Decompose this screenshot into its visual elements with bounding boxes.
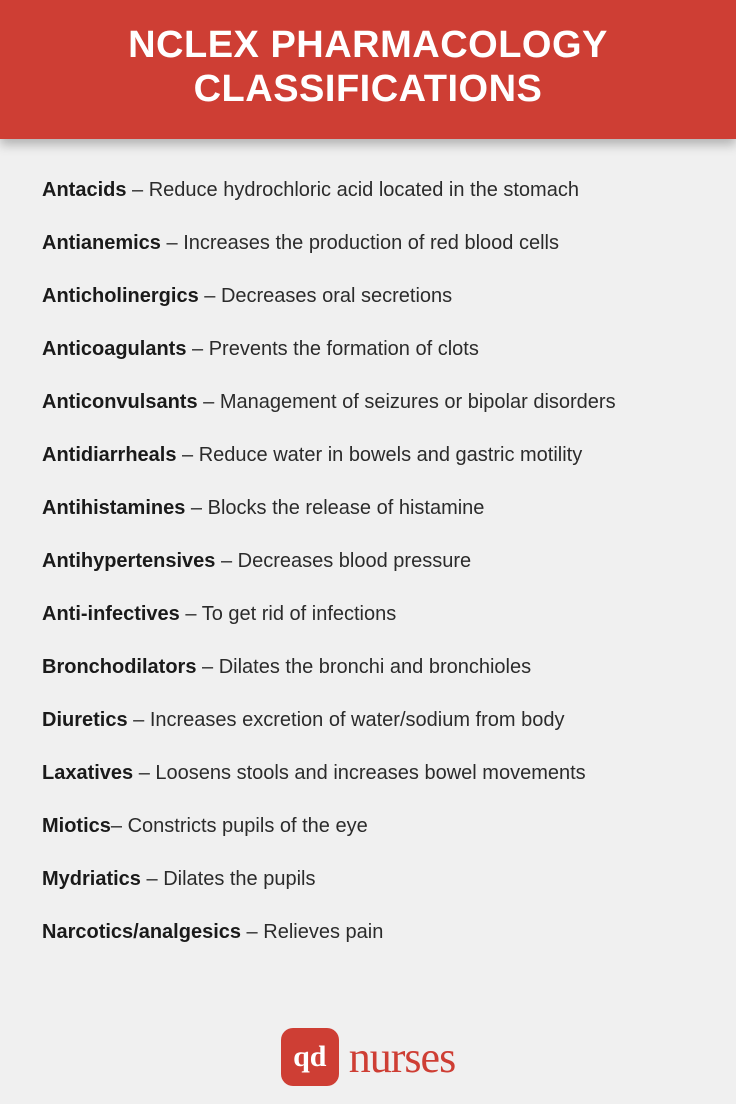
list-item: Narcotics/analgesics – Relieves pain: [42, 919, 694, 945]
list-item: Antianemics – Increases the production o…: [42, 230, 694, 256]
term: Antidiarrheals: [42, 444, 176, 466]
list-item: Anticholinergics – Decreases oral secret…: [42, 283, 694, 309]
separator: –: [126, 179, 148, 201]
separator: –: [128, 709, 150, 731]
separator: –: [161, 232, 183, 254]
term: Antianemics: [42, 232, 161, 254]
separator: –: [133, 762, 155, 784]
separator: –: [199, 285, 221, 307]
list-item: Anticonvulsants – Management of seizures…: [42, 389, 694, 415]
list-item: Anticoagulants – Prevents the formation …: [42, 336, 694, 362]
term: Narcotics/analgesics: [42, 921, 241, 943]
description: Reduce hydrochloric acid located in the …: [149, 179, 579, 201]
list-item: Laxatives – Loosens stools and increases…: [42, 760, 694, 786]
separator: –: [196, 656, 218, 678]
description: Increases excretion of water/sodium from…: [150, 709, 565, 731]
description: Prevents the formation of clots: [209, 338, 479, 360]
description: To get rid of infections: [202, 603, 397, 625]
list-item: Antihypertensives – Decreases blood pres…: [42, 548, 694, 574]
page-title: NCLEX PHARMACOLOGY CLASSIFICATIONS: [20, 24, 716, 111]
list-item: Miotics– Constricts pupils of the eye: [42, 813, 694, 839]
description: Blocks the release of histamine: [208, 497, 485, 519]
footer-logo: qd nurses: [0, 1028, 736, 1086]
header-banner: NCLEX PHARMACOLOGY CLASSIFICATIONS: [0, 0, 736, 139]
description: Relieves pain: [263, 921, 383, 943]
list-item: Mydriatics – Dilates the pupils: [42, 866, 694, 892]
description: Constricts pupils of the eye: [128, 815, 368, 837]
list-item: Bronchodilators – Dilates the bronchi an…: [42, 654, 694, 680]
term: Anti-infectives: [42, 603, 180, 625]
description: Loosens stools and increases bowel movem…: [155, 762, 585, 784]
description: Dilates the bronchi and bronchioles: [219, 656, 531, 678]
list-item: Antihistamines – Blocks the release of h…: [42, 495, 694, 521]
logo-brand-text: nurses: [349, 1032, 455, 1083]
list-item: Antidiarrheals – Reduce water in bowels …: [42, 442, 694, 468]
description: Management of seizures or bipolar disord…: [220, 391, 616, 413]
separator: –: [215, 550, 237, 572]
separator: –: [241, 921, 263, 943]
term: Laxatives: [42, 762, 133, 784]
logo-badge-text: qd: [293, 1040, 326, 1074]
separator: –: [198, 391, 220, 413]
term: Bronchodilators: [42, 656, 196, 678]
list-item: Antacids – Reduce hydrochloric acid loca…: [42, 177, 694, 203]
separator: –: [185, 497, 207, 519]
separator: –: [176, 444, 198, 466]
description: Decreases oral secretions: [221, 285, 452, 307]
description: Decreases blood pressure: [238, 550, 471, 572]
list-item: Diuretics – Increases excretion of water…: [42, 707, 694, 733]
logo-badge-icon: qd: [281, 1028, 339, 1086]
term: Anticholinergics: [42, 285, 199, 307]
separator: –: [186, 338, 208, 360]
term: Antacids: [42, 179, 126, 201]
term: Anticonvulsants: [42, 391, 198, 413]
separator: –: [111, 815, 128, 837]
separator: –: [141, 868, 163, 890]
term: Antihistamines: [42, 497, 185, 519]
term: Anticoagulants: [42, 338, 186, 360]
term: Mydriatics: [42, 868, 141, 890]
content-list: Antacids – Reduce hydrochloric acid loca…: [0, 139, 736, 945]
description: Increases the production of red blood ce…: [183, 232, 559, 254]
description: Reduce water in bowels and gastric motil…: [199, 444, 583, 466]
term: Diuretics: [42, 709, 128, 731]
term: Miotics: [42, 815, 111, 837]
term: Antihypertensives: [42, 550, 215, 572]
description: Dilates the pupils: [163, 868, 315, 890]
separator: –: [180, 603, 202, 625]
list-item: Anti-infectives – To get rid of infectio…: [42, 601, 694, 627]
